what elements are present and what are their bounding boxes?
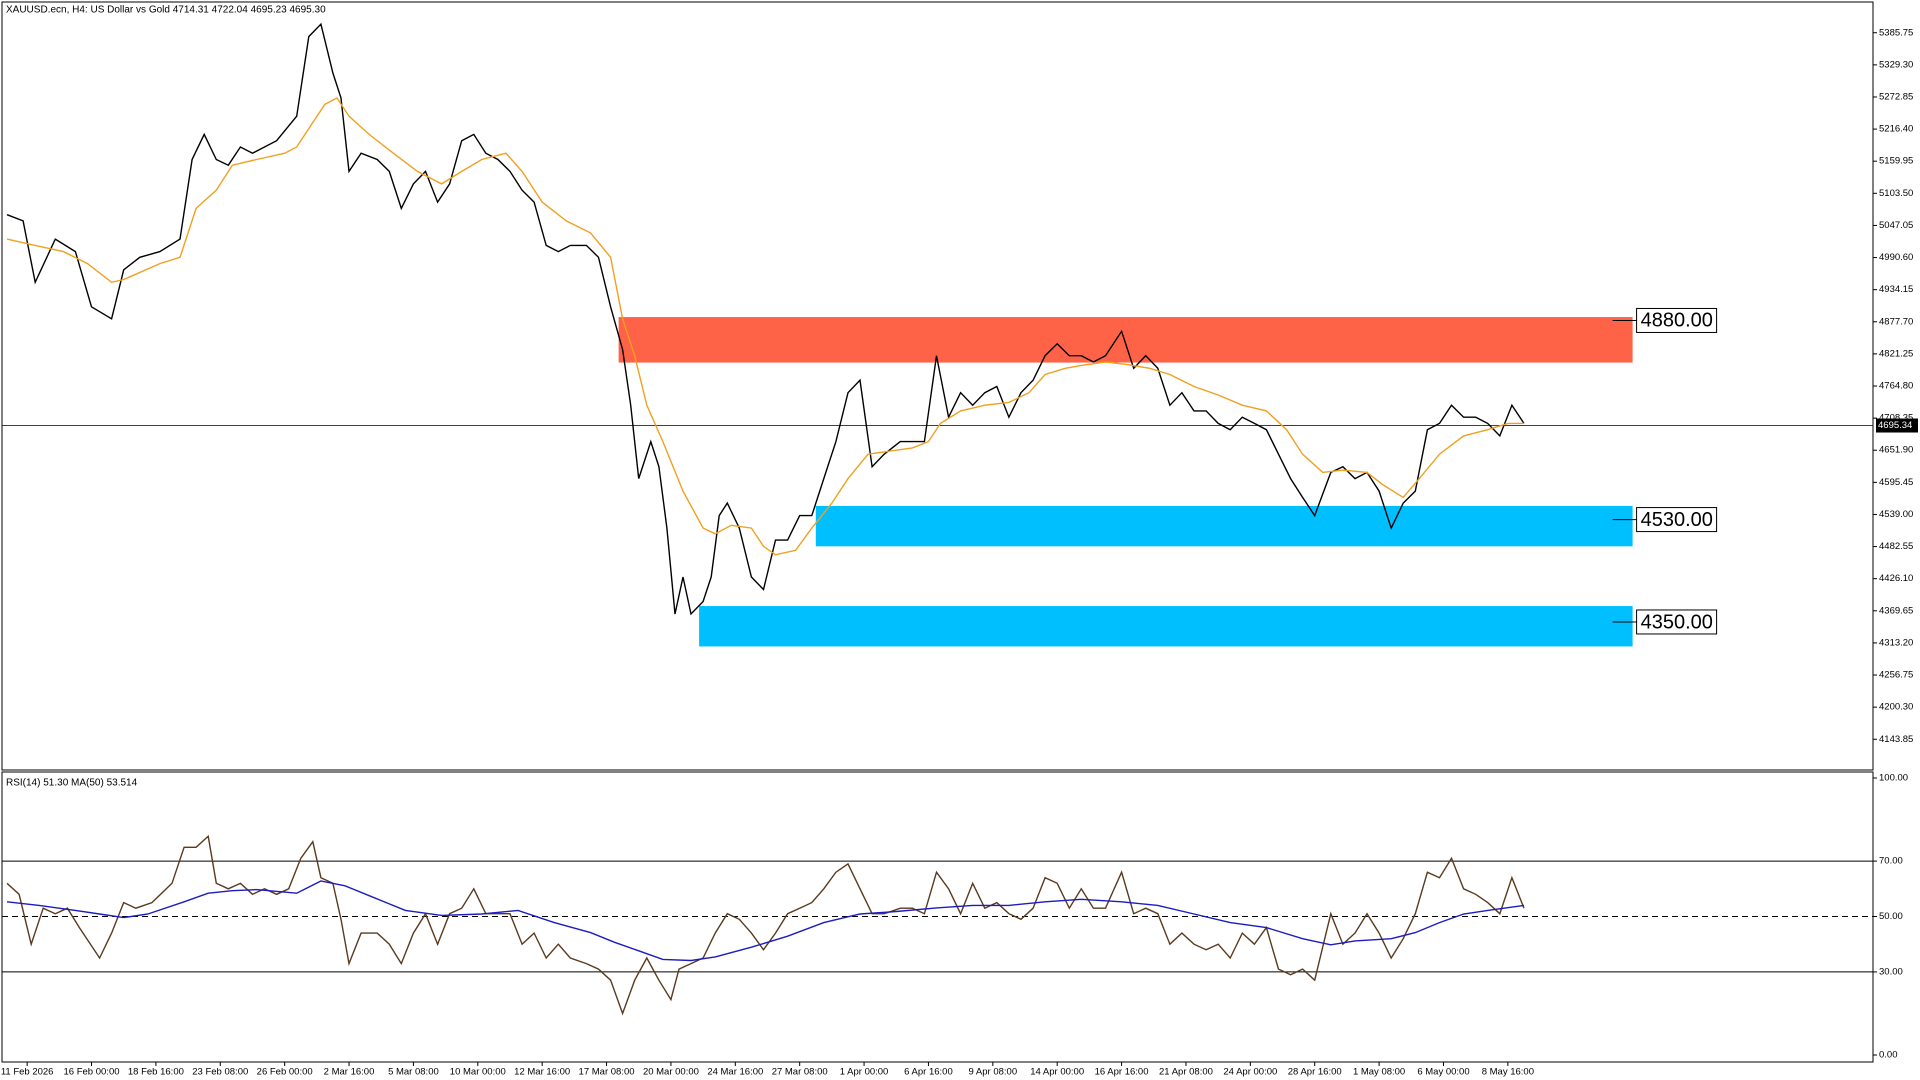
- y-tick-label: 4877.70: [1879, 316, 1913, 327]
- x-tick-label: 23 Feb 08:00: [192, 1067, 248, 1078]
- x-tick-label: 11 Feb 2026: [1, 1067, 54, 1078]
- y-tick-label: 4143.85: [1879, 734, 1913, 745]
- y-tick-label: 5216.40: [1879, 124, 1913, 135]
- zone: [699, 606, 1633, 647]
- price-title: XAUUSD.ecn, H4: US Dollar vs Gold 4714.3…: [6, 5, 326, 16]
- y-tick-label: 4256.75: [1879, 670, 1913, 681]
- zone-label: 4880.00: [1641, 310, 1713, 332]
- series-line: [6, 880, 1525, 962]
- y-tick-label: 4764.80: [1879, 381, 1913, 392]
- zone-label: 4350.00: [1641, 611, 1713, 633]
- y-tick-label: 4934.15: [1879, 284, 1913, 295]
- x-tick-label: 28 Apr 16:00: [1288, 1067, 1342, 1078]
- series-line: [6, 97, 1524, 556]
- y-tick-label: 4651.90: [1879, 445, 1913, 456]
- last-price-box: [1876, 418, 1918, 433]
- x-tick-label: 16 Feb 00:00: [64, 1067, 120, 1078]
- x-tick-label: 27 Mar 08:00: [772, 1067, 828, 1078]
- rsi-title: RSI(14) 51.30 MA(50) 53.514: [6, 778, 138, 789]
- y-tick-label: 5103.50: [1879, 188, 1913, 199]
- x-tick-label: 10 Mar 00:00: [450, 1067, 506, 1078]
- x-tick-label: 5 Mar 08:00: [388, 1067, 439, 1078]
- series-line: [6, 22, 1525, 616]
- x-tick-label: 24 Apr 00:00: [1223, 1067, 1277, 1078]
- y-tick-label: 4595.45: [1879, 477, 1913, 488]
- y-tick-label: 5272.85: [1879, 91, 1913, 102]
- y-tick-label: 4708.35: [1879, 413, 1913, 424]
- x-tick-label: 14 Apr 00:00: [1030, 1067, 1084, 1078]
- zone-label-box: [1636, 609, 1718, 635]
- y-tick-label: 5385.75: [1879, 27, 1913, 38]
- x-tick-label: 6 May 00:00: [1417, 1067, 1469, 1078]
- y-tick-label: 4200.30: [1879, 702, 1913, 713]
- y-tick-label: 30.00: [1879, 966, 1903, 977]
- zone: [815, 505, 1633, 547]
- y-tick-label: 4821.25: [1879, 348, 1913, 359]
- zone-label: 4530.00: [1641, 509, 1713, 531]
- x-tick-label: 20 Mar 00:00: [643, 1067, 699, 1078]
- x-tick-label: 16 Apr 16:00: [1095, 1067, 1149, 1078]
- zone-label-box: [1636, 507, 1718, 533]
- y-tick-label: 4426.10: [1879, 573, 1913, 584]
- x-tick-label: 9 Apr 08:00: [969, 1067, 1018, 1078]
- y-tick-label: 4313.20: [1879, 637, 1913, 648]
- x-tick-label: 18 Feb 16:00: [128, 1067, 184, 1078]
- y-tick-label: 4369.65: [1879, 605, 1913, 616]
- zone-label-box: [1636, 307, 1718, 333]
- x-tick-label: 26 Feb 00:00: [257, 1067, 313, 1078]
- y-tick-label: 100.00: [1879, 773, 1908, 784]
- x-tick-label: 1 May 08:00: [1353, 1067, 1405, 1078]
- y-tick-label: 5047.05: [1879, 220, 1913, 231]
- zone: [618, 317, 1633, 363]
- y-tick-label: 5329.30: [1879, 59, 1913, 70]
- y-tick-label: 5159.95: [1879, 156, 1913, 167]
- x-tick-label: 24 Mar 16:00: [707, 1067, 763, 1078]
- x-tick-label: 8 May 16:00: [1482, 1067, 1534, 1078]
- price-panel-frame: [1, 1, 1874, 771]
- y-tick-label: 70.00: [1879, 856, 1903, 867]
- y-tick-label: 4482.55: [1879, 541, 1913, 552]
- x-tick-label: 6 Apr 16:00: [904, 1067, 953, 1078]
- y-tick-label: 50.00: [1879, 911, 1903, 922]
- x-tick-label: 2 Mar 16:00: [324, 1067, 375, 1078]
- y-tick-label: 0.00: [1879, 1050, 1898, 1061]
- y-tick-label: 4539.00: [1879, 509, 1913, 520]
- last-price-label: 4695.34: [1878, 420, 1912, 431]
- x-tick-label: 12 Mar 16:00: [514, 1067, 570, 1078]
- x-tick-label: 1 Apr 00:00: [840, 1067, 889, 1078]
- x-tick-label: 17 Mar 08:00: [579, 1067, 635, 1078]
- x-tick-label: 21 Apr 08:00: [1159, 1067, 1213, 1078]
- series-line: [6, 834, 1525, 1016]
- y-tick-label: 4990.60: [1879, 252, 1913, 263]
